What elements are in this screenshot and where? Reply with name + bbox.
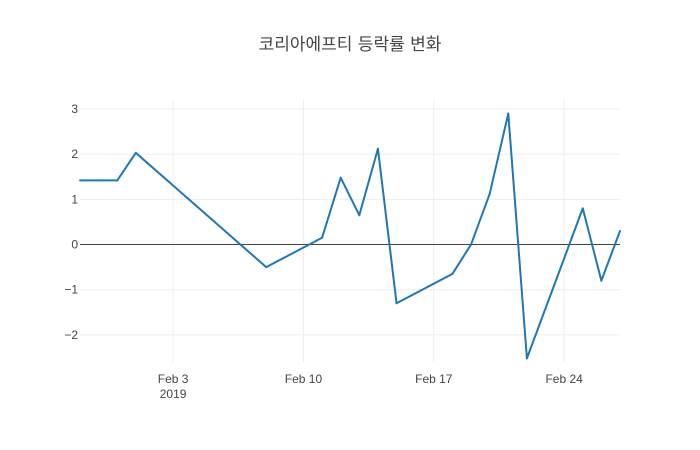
y-tick-label: 1 (71, 192, 78, 206)
y-tick-label: 2 (71, 147, 78, 161)
data-point (525, 357, 528, 360)
x-tick-label: Feb 24 (545, 372, 583, 386)
y-tick-label: 0 (71, 238, 78, 252)
data-point (265, 266, 268, 269)
data-point (358, 214, 361, 217)
y-axis-ticks: 3 2 1 0 −1 −2 (64, 102, 78, 342)
y-tick-label: −1 (64, 283, 78, 297)
series-layer (79, 112, 621, 360)
series-line (80, 112, 621, 360)
x-tick-label: Feb 3 (158, 372, 189, 386)
data-point (600, 279, 603, 282)
data-point (321, 236, 324, 239)
data-point (619, 230, 621, 232)
data-point (97, 179, 100, 182)
chart-title: 코리아에프티 등락률 변화 (259, 35, 442, 55)
x-tick-label: Feb 17 (415, 372, 453, 386)
data-point (581, 207, 584, 210)
y-tick-label: 3 (71, 102, 78, 116)
x-tick-label: Feb 10 (285, 372, 323, 386)
data-point (488, 192, 491, 195)
data-point (395, 302, 398, 305)
data-point (79, 179, 81, 182)
data-point (470, 243, 473, 246)
y-tick-label: −2 (64, 328, 78, 342)
data-point (376, 147, 379, 150)
data-point (451, 272, 454, 275)
x-tick-year-label: 2019 (160, 387, 187, 401)
grid-layer (80, 100, 620, 362)
data-point (507, 112, 510, 115)
data-point (116, 179, 119, 182)
data-point (134, 151, 137, 154)
data-point (339, 176, 342, 179)
